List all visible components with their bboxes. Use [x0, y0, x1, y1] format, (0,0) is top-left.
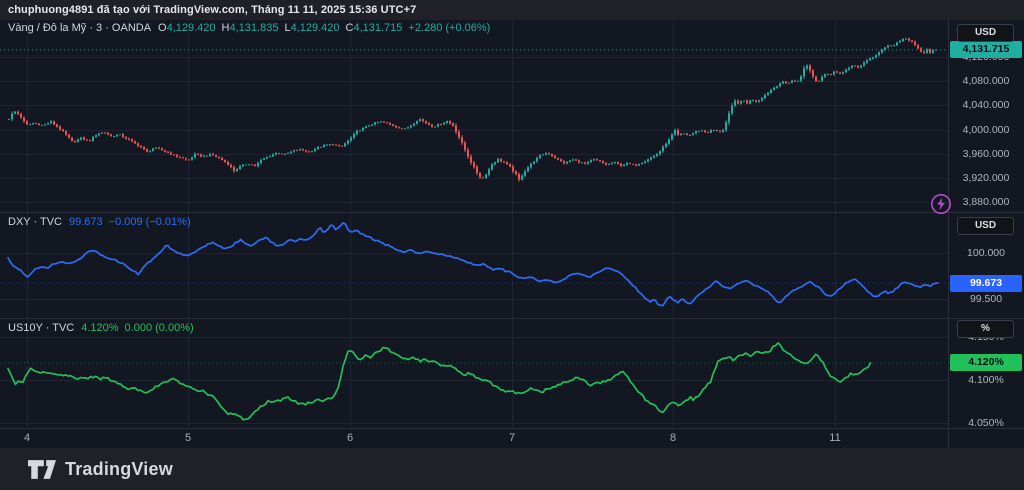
price-tick-label: 3,960.000: [962, 147, 1010, 160]
us10y-line-series: [7, 342, 872, 421]
time-tick-label: 8: [669, 432, 677, 444]
last-price-lines: [0, 49, 948, 364]
price-scale-unit-button[interactable]: USD: [957, 24, 1014, 42]
gold-candlestick-series: [8, 37, 937, 182]
attribution-bar: chuphuong4891 đã tạo với TradingView.com…: [0, 0, 1024, 20]
tradingview-logo-text[interactable]: TradingView: [65, 458, 173, 479]
legend-symbol[interactable]: US10Y · TVC: [8, 321, 75, 334]
last-price-badge: 99.673: [950, 274, 1022, 292]
legend-panel-2: US10Y · TVC 4.120% 0.000 (0.00%): [8, 322, 194, 334]
last-price-badge: 4,131.715: [950, 41, 1022, 59]
legend-symbol[interactable]: DXY · TVC: [8, 215, 62, 228]
time-tick-label: 4: [23, 432, 31, 444]
price-scale-unit-button[interactable]: USD: [957, 217, 1014, 235]
price-tick-label: 4,000.000: [962, 123, 1010, 136]
attribution-text: chuphuong4891 đã tạo với TradingView.com…: [8, 4, 417, 16]
legend-symbol[interactable]: Vàng / Đô la Mỹ · 3 · OANDA: [8, 22, 152, 34]
time-tick-label: 6: [346, 432, 354, 444]
price-tick-label: 100.000: [967, 246, 1005, 259]
dxy-line-series: [7, 222, 939, 307]
price-tick-label: 4,040.000: [962, 99, 1010, 112]
last-price-badge: 4.120%: [950, 354, 1022, 372]
legend-values: 4.120% 0.000 (0.00%): [81, 321, 194, 334]
price-tick-label: 4,080.000: [962, 75, 1010, 88]
grid-lines: [0, 19, 948, 428]
price-tick-label: 4.100%: [968, 374, 1004, 387]
legend-panel-0: Vàng / Đô la Mỹ · 3 · OANDA O4,129.420 H4,…: [8, 22, 490, 34]
flash-boost-icon[interactable]: [929, 192, 953, 216]
legend-panel-1: DXY · TVC 99.673 −0.009 (−0.01%): [8, 216, 191, 228]
price-scale-unit-button[interactable]: %: [957, 320, 1014, 338]
legend-values: 99.673 −0.009 (−0.01%): [69, 215, 191, 228]
legend-values: O4,129.420 H4,131.835 L4,129.420 C4,131.715…: [158, 22, 491, 34]
price-tick-label: 3,920.000: [962, 172, 1010, 185]
tradingview-footer: TradingView: [0, 448, 1024, 490]
time-tick-label: 11: [829, 432, 841, 444]
time-tick-label: 5: [184, 432, 192, 444]
price-tick-label: 3,880.000: [962, 196, 1010, 209]
time-axis[interactable]: 4 5 6 7 8 11: [0, 429, 948, 448]
time-tick-label: 7: [508, 432, 516, 444]
price-tick-label: 4.050%: [968, 417, 1004, 430]
tradingview-logo-icon[interactable]: [28, 459, 56, 479]
price-tick-label: 99.500: [969, 292, 1003, 305]
panel-separators: [0, 19, 1024, 448]
